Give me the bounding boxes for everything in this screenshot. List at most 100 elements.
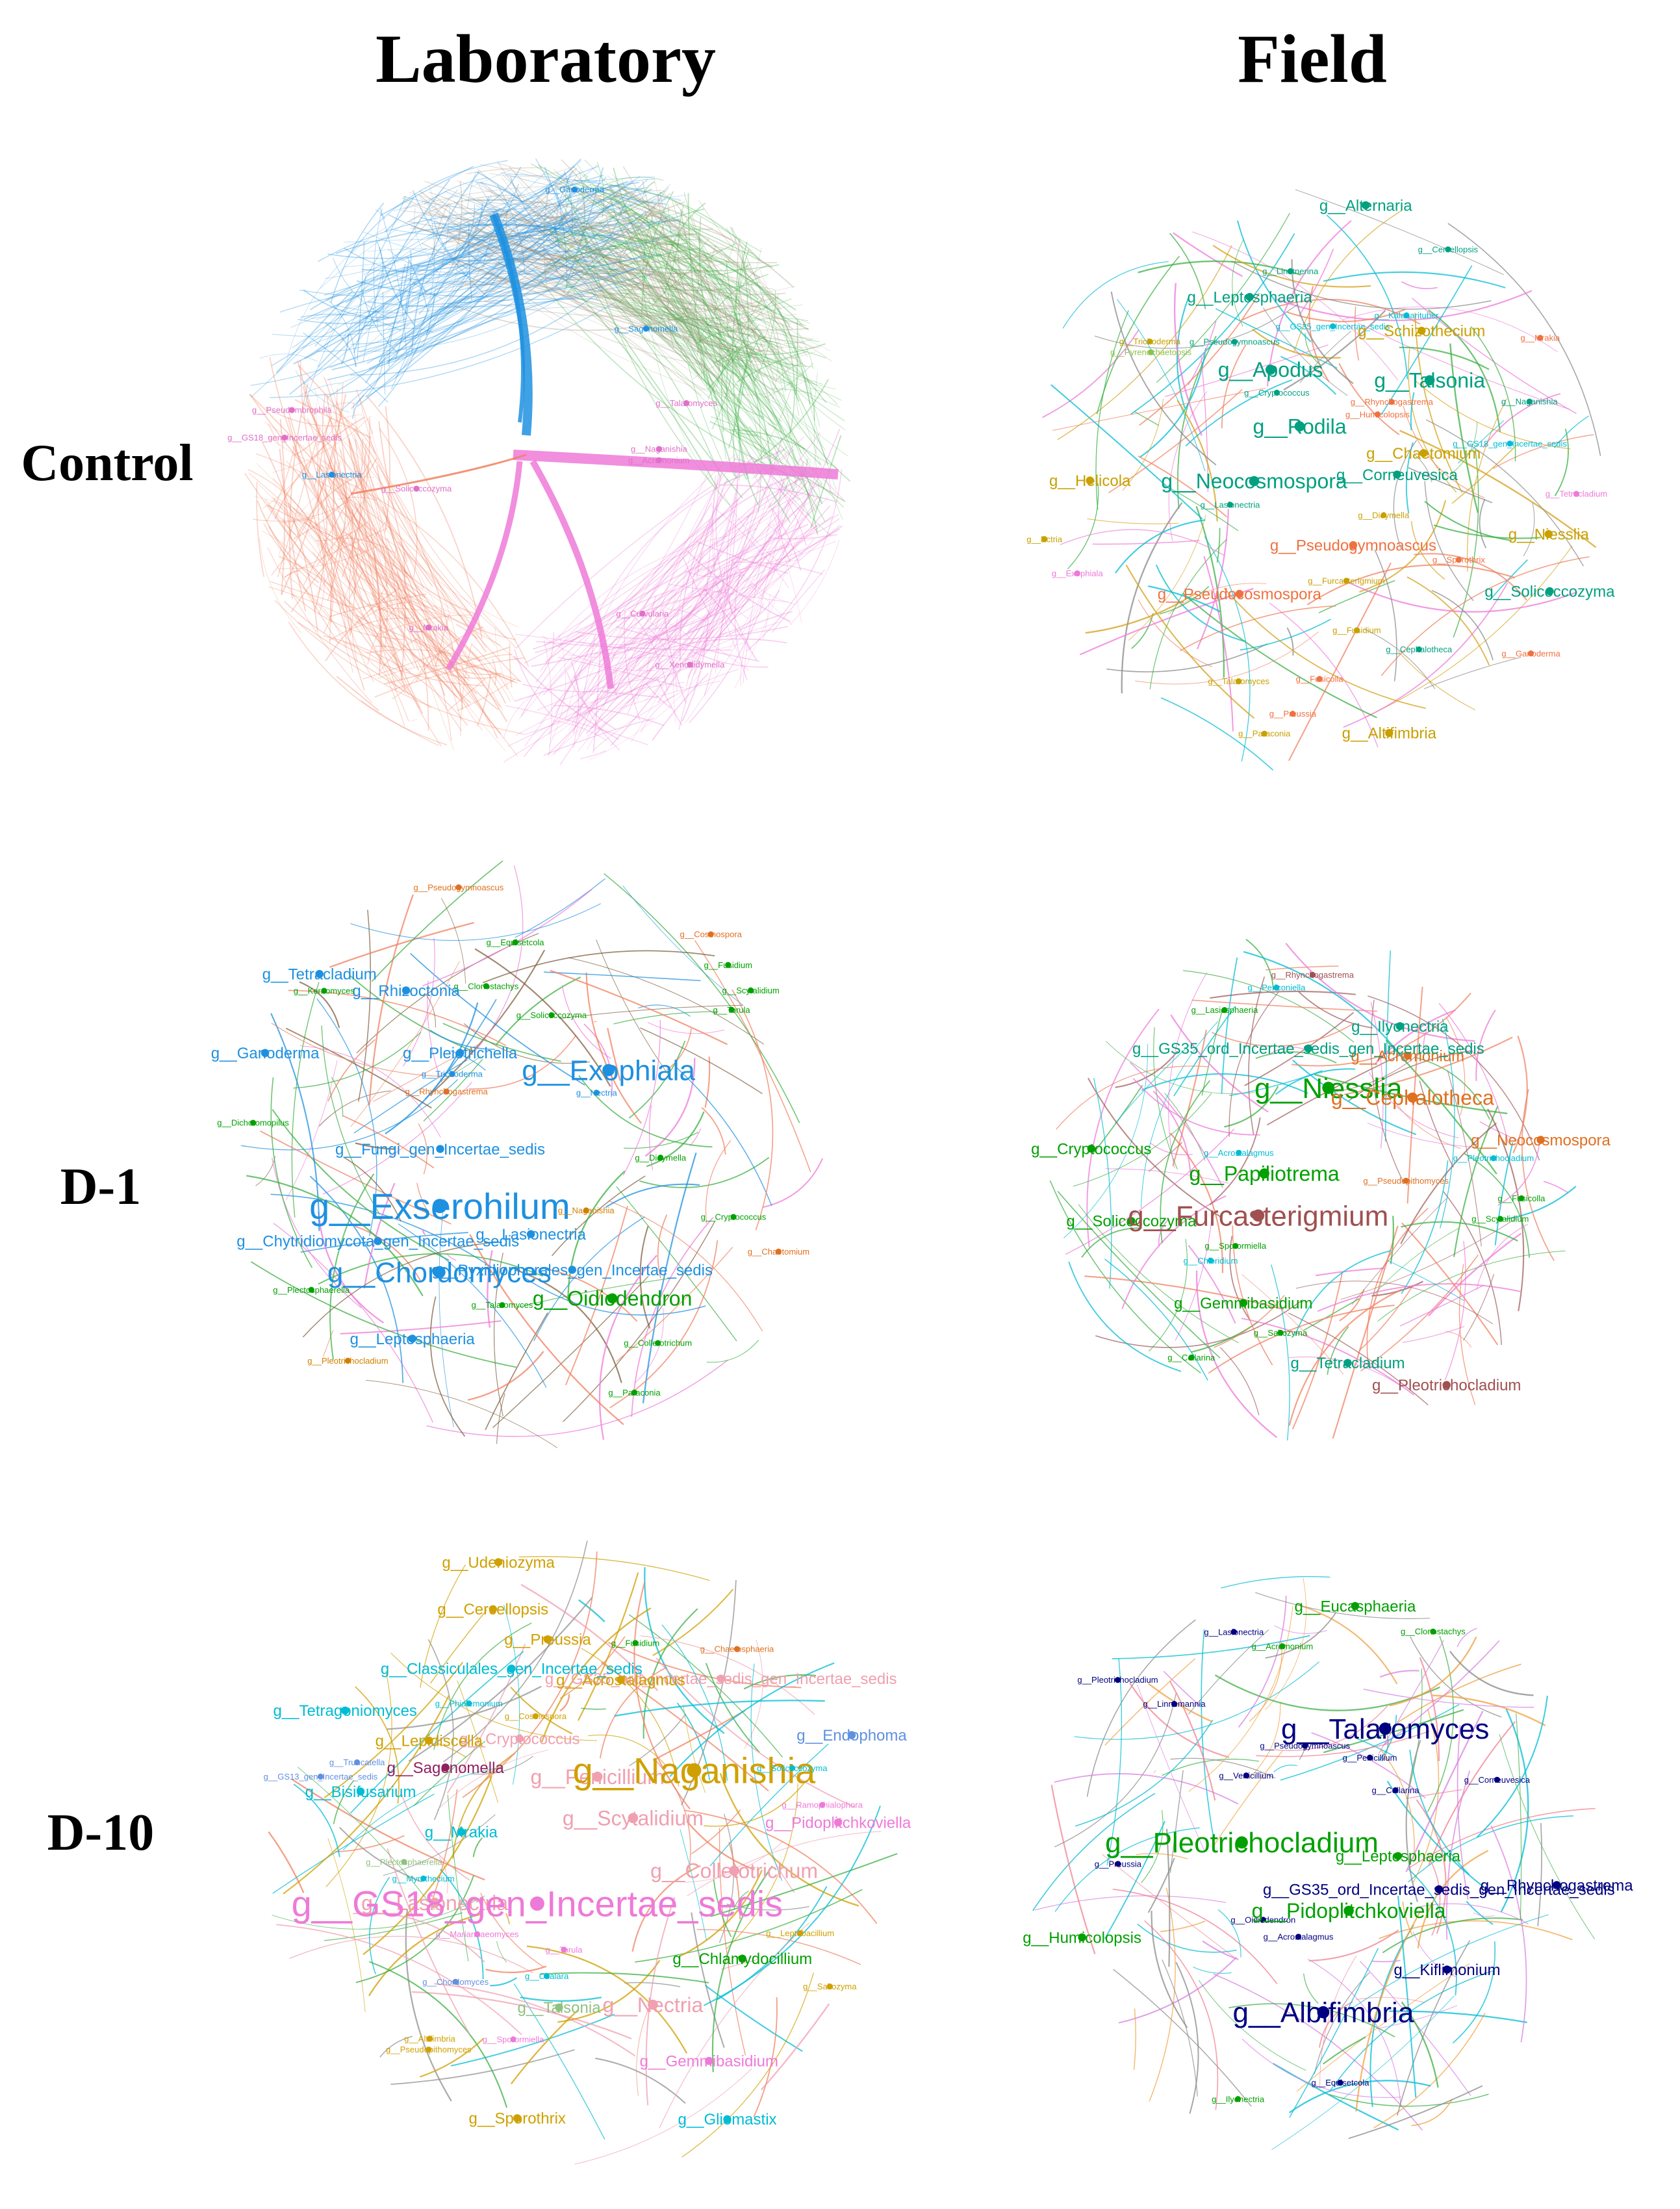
network-edge: [519, 206, 626, 234]
network-edge: [566, 194, 734, 374]
network-edge: [409, 194, 522, 222]
network-edge: [1289, 1948, 1379, 2118]
network-edge: [1405, 1789, 1462, 1799]
network-edge: [711, 465, 737, 652]
network-edge: [673, 244, 717, 328]
network-edge: [557, 239, 780, 272]
network-edge: [715, 473, 761, 618]
network-edge: [342, 1115, 435, 1169]
network-edge: [670, 332, 765, 418]
network-edge: [636, 2002, 652, 2096]
network-edge: [563, 1220, 716, 1422]
network-edge: [707, 361, 731, 390]
network-edge: [400, 263, 406, 304]
network-node: [281, 435, 288, 441]
node-label: g__Lindtnerina: [1262, 266, 1319, 276]
network-edge: [437, 1750, 548, 1811]
network-edge: [766, 522, 802, 555]
node-label: g__Dichotomopilus: [217, 1118, 289, 1128]
network-edge: [509, 643, 513, 688]
network-edge: [350, 294, 597, 376]
network-edge: [363, 267, 384, 363]
network-edge: [1209, 1117, 1261, 1206]
network-edge: [1141, 1810, 1164, 1883]
network-node: [529, 1896, 544, 1911]
node-label: g__Pseudopithomyces: [386, 2045, 472, 2054]
network-edge: [669, 1662, 835, 1778]
network-edge: [1397, 650, 1476, 711]
network-edge: [1373, 2013, 1486, 2128]
network-edge: [1084, 1275, 1284, 1310]
network-edge: [414, 638, 518, 684]
node-layer: g__Ganodermag__Sagenomellag__Lasionectri…: [227, 185, 725, 669]
network-hub-edge: [446, 461, 523, 671]
network-edge: [391, 175, 641, 236]
network-edge: [367, 248, 427, 276]
node-label: g__Acremonium: [1252, 1641, 1314, 1651]
network-edge: [426, 208, 501, 239]
network-edge: [1431, 590, 1494, 661]
network-edge: [732, 561, 823, 575]
network-edge: [568, 645, 689, 731]
network-edge: [244, 472, 411, 673]
network-edge: [282, 518, 296, 536]
network-edge: [610, 247, 823, 385]
network-edge: [575, 183, 773, 268]
network-edge: [1093, 1078, 1112, 1289]
node-label: g__Alternaria: [1319, 197, 1412, 214]
network-edge: [472, 166, 576, 201]
network-edge: [740, 608, 759, 686]
node-label: g__Nectria: [576, 1088, 618, 1098]
network-edge: [1319, 2001, 1353, 2048]
network-edge: [1262, 307, 1348, 396]
network-edge: [1438, 1002, 1509, 1144]
network-edge: [1136, 1853, 1188, 1859]
network-edge: [452, 204, 476, 261]
network-edge: [1223, 587, 1426, 709]
network-edge: [587, 233, 615, 264]
network-edge: [246, 1175, 424, 1297]
network-edge: [335, 1835, 405, 1853]
network-edge: [322, 1081, 472, 1195]
network-node: [413, 485, 420, 492]
network-edge: [429, 1029, 495, 1050]
network-edge: [426, 292, 436, 335]
node-label: g__Acremonium: [1351, 1047, 1464, 1065]
network-edge: [648, 627, 678, 691]
network-edge: [613, 233, 688, 246]
network-edge: [407, 221, 757, 333]
node-label: g__Solicoccozyma: [1484, 583, 1615, 600]
network-edge: [723, 303, 739, 319]
network-edge: [728, 346, 743, 366]
network-node: [1442, 1381, 1451, 1389]
network-node: [687, 1763, 702, 1778]
network-edge: [632, 299, 766, 346]
network-edge: [715, 298, 776, 388]
network-edge: [470, 1756, 533, 1775]
network-edge: [323, 635, 468, 726]
network-edge: [713, 394, 809, 494]
network-edge: [538, 164, 648, 250]
network-edge: [682, 557, 712, 617]
network-edge: [663, 289, 687, 333]
network-edge: [479, 182, 747, 292]
network-edge: [712, 346, 770, 362]
network-edge: [666, 1028, 692, 1071]
network-edge: [673, 476, 721, 722]
network-edge: [619, 680, 720, 709]
network-edge: [338, 496, 377, 501]
network-edge: [1400, 1122, 1497, 1245]
network-edge: [429, 949, 546, 1096]
network-edge: [555, 190, 568, 288]
network-edge: [544, 233, 698, 266]
network-edge: [1303, 1973, 1319, 2004]
network-edge: [343, 235, 559, 243]
node-label: g__Leptosphaeria: [1188, 289, 1313, 307]
network-edge: [524, 1277, 706, 1316]
network-edge: [309, 255, 497, 311]
network-hub-edge: [513, 450, 839, 479]
network-edge: [753, 1997, 778, 2117]
network-edge: [1443, 1191, 1502, 1345]
network-edge: [344, 641, 420, 709]
network-edge: [684, 1809, 878, 1924]
